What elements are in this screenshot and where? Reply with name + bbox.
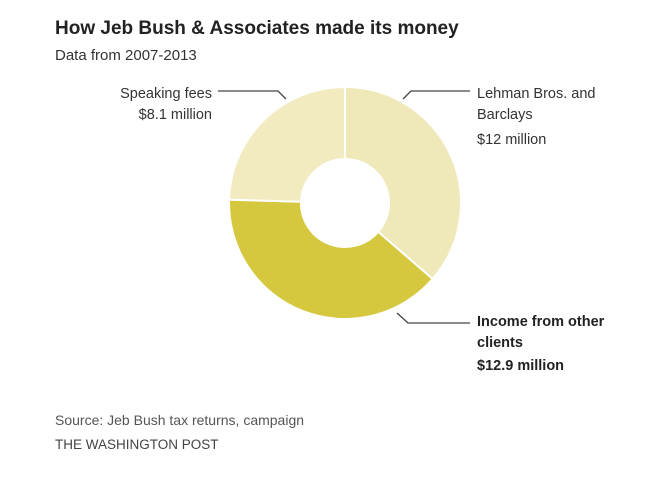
label-other-clients: Income from other clients $12.9 million: [477, 312, 627, 377]
slice-value-label: $12 million: [477, 132, 547, 148]
slice-label: Lehman Bros. and Barclays: [477, 86, 596, 123]
slice-label: Income from other clients: [477, 314, 605, 351]
donut-slice-1: [228, 198, 435, 320]
slice-value-label: $8.1 million: [138, 107, 212, 123]
donut-slice-2: [228, 85, 346, 203]
donut-slice-0: [344, 85, 462, 281]
slice-value-label: $12.9 million: [477, 358, 565, 374]
label-lehman: Lehman Bros. and Barclays $12 million: [477, 84, 617, 151]
leader-line-other: [396, 312, 470, 324]
source-note: Source: Jeb Bush tax returns, campaign: [55, 412, 305, 428]
chart-subtitle: Data from 2007-2013: [55, 47, 197, 64]
slice-label: Speaking fees: [120, 86, 212, 102]
credit: THE WASHINGTON POST: [55, 437, 219, 452]
leader-line-speaking: [218, 90, 287, 100]
leader-line-lehman: [402, 90, 470, 100]
label-speaking-fees: Speaking fees $8.1 million: [116, 84, 212, 126]
chart-title: How Jeb Bush & Associates made its money: [55, 18, 459, 39]
